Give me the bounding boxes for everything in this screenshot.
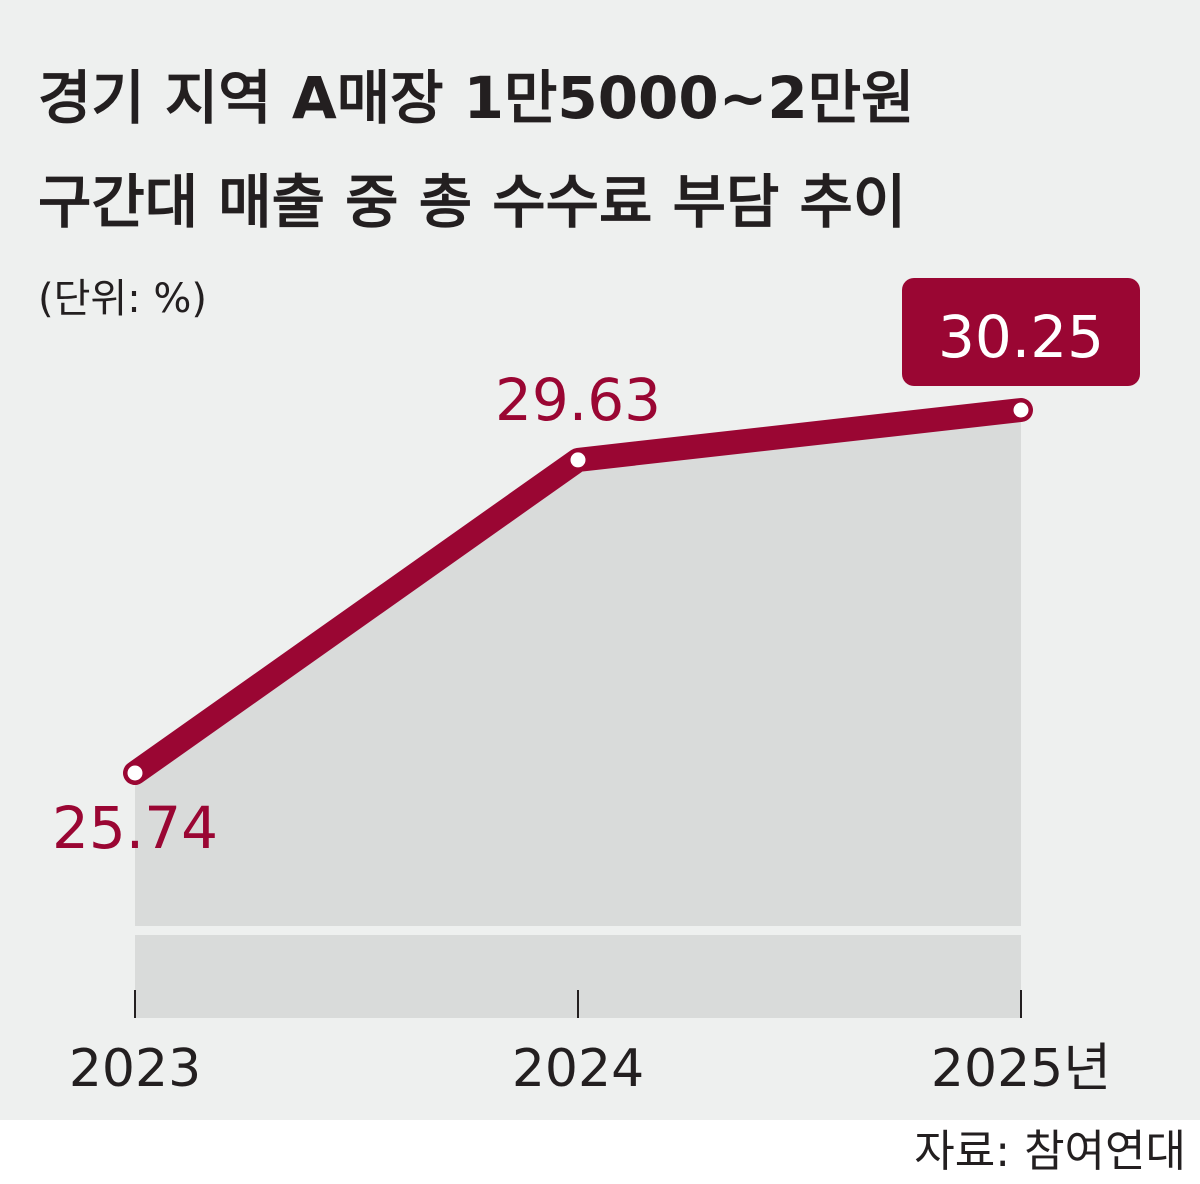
data-point-2025 [1010,399,1032,421]
data-point-2024 [567,449,589,471]
chart-title-line-2: 구간대 매출 중 총 수수료 부담 추이 [38,168,906,236]
data-point-2023 [124,762,146,784]
value-label-2025: 30.25 [938,303,1104,371]
chart-title-line-1: 경기 지역 A매장 1만5000~2만원 [38,64,914,132]
plot-area: 25.74 29.63 30.25 2023 2024 2025년 [52,278,1140,1099]
source-label: 자료: 참여연대 [914,1126,1186,1177]
area-divider-band [135,926,1021,935]
x-tick-label-2025: 2025년 [931,1039,1111,1099]
unit-label: (단위: %) [38,276,207,322]
x-tick-label-2024: 2024 [512,1039,644,1099]
highlight-label-box [902,278,1140,386]
value-label-2023: 25.74 [52,794,218,862]
x-tick-label-2023: 2023 [69,1039,201,1099]
area-fill [135,410,1021,1018]
value-label-2024: 29.63 [495,366,661,434]
